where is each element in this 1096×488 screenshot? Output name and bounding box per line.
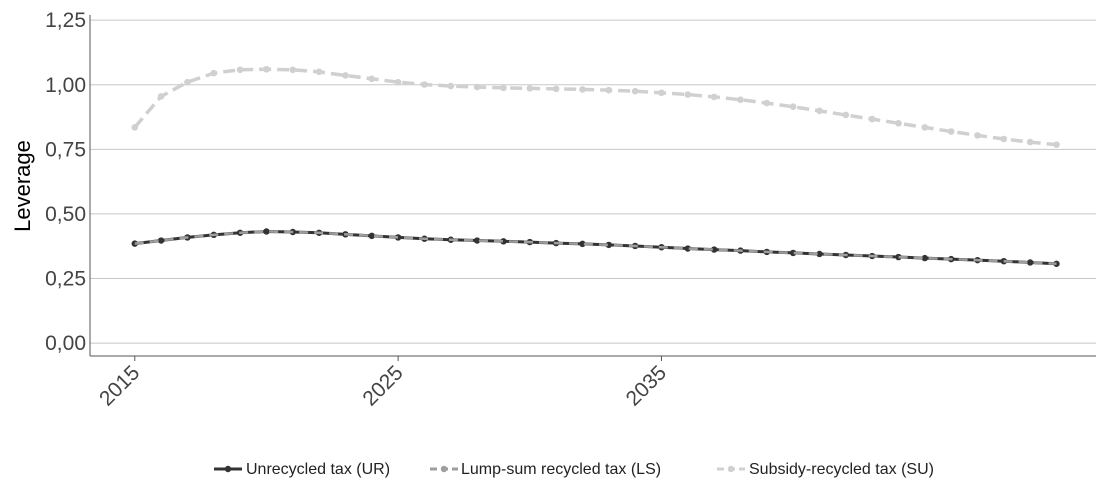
legend-key-marker	[727, 465, 735, 473]
data-point	[368, 232, 375, 240]
y-tick-label: 1,25	[45, 9, 86, 32]
legend-label: Subsidy-recycled tax (SU)	[749, 461, 934, 478]
data-point	[184, 78, 191, 86]
data-point	[1026, 138, 1034, 146]
x-tick-label: 2025	[358, 361, 407, 410]
series-line	[134, 230, 1057, 266]
legend-item-unrecycled-tax-ur: Unrecycled tax (UR)	[214, 461, 390, 478]
data-point	[500, 84, 507, 92]
data-point	[895, 253, 902, 261]
data-point	[1053, 260, 1060, 267]
data-point	[526, 85, 534, 92]
gridlines	[90, 19, 1096, 344]
data-point	[631, 87, 639, 95]
data-point	[210, 69, 218, 77]
legend-item-subsidy-recycled-tax-su: Subsidy-recycled tax (SU)	[717, 461, 934, 478]
series-lump-sum-recycled-tax-ls	[134, 230, 1057, 266]
data-point	[842, 111, 850, 119]
data-point	[710, 246, 718, 253]
data-point	[236, 66, 244, 74]
data-point	[737, 96, 744, 104]
data-point	[131, 124, 139, 131]
series-subsidy-recycled-tax-su	[131, 65, 1060, 148]
legend-key-marker	[440, 465, 448, 473]
legend-label: Lump-sum recycled tax (LS)	[461, 461, 661, 478]
data-point	[315, 68, 323, 76]
data-point	[473, 83, 481, 91]
data-point	[921, 254, 929, 262]
x-tick-label: 2015	[95, 361, 144, 410]
y-tick-label: 0,50	[45, 203, 86, 226]
data-point	[394, 78, 402, 86]
data-point	[684, 91, 692, 98]
data-point	[1053, 141, 1060, 148]
data-point	[447, 82, 455, 90]
y-tick-label: 0,75	[45, 138, 86, 161]
data-point	[1000, 135, 1008, 143]
data-point	[921, 124, 929, 131]
y-tick-label: 0,00	[45, 332, 86, 355]
data-point	[579, 240, 586, 248]
data-point	[658, 89, 665, 97]
data-point	[816, 250, 823, 258]
data-point	[342, 72, 349, 79]
data-point	[1026, 259, 1034, 266]
data-point	[473, 237, 481, 244]
data-point	[157, 93, 165, 100]
data-point	[368, 75, 376, 83]
data-point	[500, 238, 507, 245]
data-point	[816, 107, 823, 115]
y-tick-label: 1,00	[45, 74, 86, 97]
data-point	[263, 65, 270, 73]
data-point	[868, 115, 876, 123]
series-line	[133, 67, 1057, 147]
data-point	[552, 85, 560, 93]
series-unrecycled-tax-ur	[131, 228, 1060, 267]
data-point	[974, 132, 981, 139]
y-tick-label: 0,25	[45, 268, 86, 291]
axes	[89, 15, 1096, 361]
data-point	[947, 128, 955, 135]
legend-label: Unrecycled tax (UR)	[246, 461, 390, 478]
data-point	[710, 93, 718, 101]
y-axis-title: Leverage	[10, 140, 35, 232]
data-point	[789, 103, 797, 111]
x-tick-labels: 2015 2025 2035	[95, 361, 671, 410]
legend-key-marker	[224, 465, 232, 473]
x-tick-label: 2035	[622, 361, 671, 410]
data-point	[421, 81, 428, 88]
legend-item-lump-sum-recycled-tax-ls: Lump-sum recycled tax (LS)	[430, 461, 661, 478]
data-point	[763, 99, 771, 107]
data-point	[157, 237, 165, 244]
data-point	[263, 228, 270, 235]
data-point	[789, 249, 797, 257]
series	[131, 65, 1060, 267]
data-point	[579, 86, 586, 93]
data-point	[605, 86, 613, 94]
data-point	[394, 234, 402, 241]
data-point	[895, 119, 902, 127]
data-point	[605, 241, 613, 249]
y-tick-labels: 0,00 0,25 0,50 0,75 1,00 1,25	[45, 9, 86, 355]
data-point	[289, 66, 297, 74]
data-point	[684, 245, 692, 252]
legend: Unrecycled tax (UR) Lump-sum recycled tax…	[214, 461, 934, 478]
